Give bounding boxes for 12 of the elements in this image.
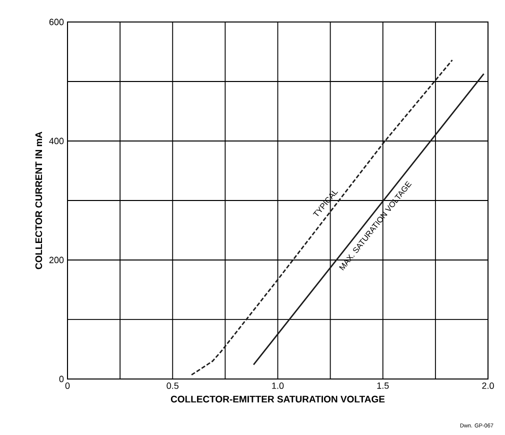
x-tick-label: 0.5 <box>166 382 179 389</box>
x-tick-label: 1.5 <box>377 382 389 389</box>
y-tick-label: 0 <box>59 376 64 382</box>
x-axis-title: COLLECTOR-EMITTER SATURATION VOLTAGE <box>170 396 385 402</box>
x-tick-label: 1.0 <box>272 382 284 389</box>
line-series <box>190 59 453 376</box>
x-tick-label: 0 <box>65 382 70 389</box>
y-axis-title: COLLECTOR CURRENT IN mA <box>35 132 42 270</box>
y-tick-label: 600 <box>49 18 64 26</box>
x-tick-label: 2.0 <box>482 382 494 389</box>
y-tick-label: 200 <box>49 256 64 264</box>
y-tick-label: 400 <box>49 138 64 144</box>
